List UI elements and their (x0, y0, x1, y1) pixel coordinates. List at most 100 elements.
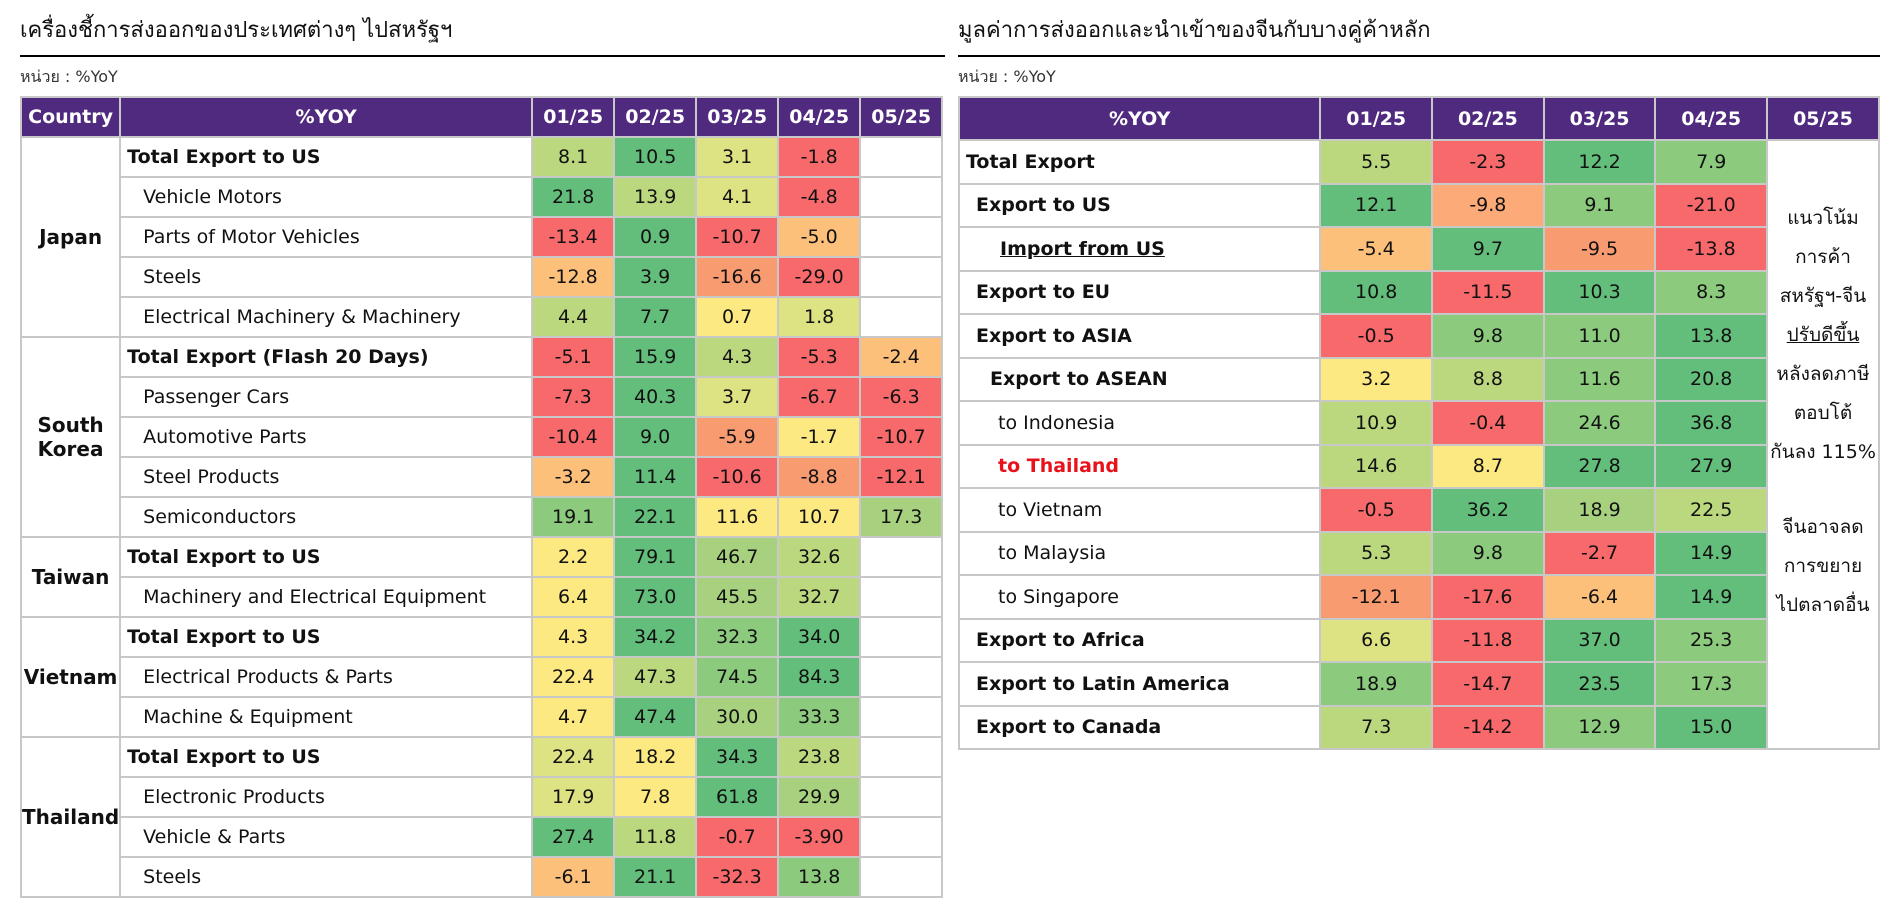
value-cell: 12.2 (1542, 139, 1657, 185)
table-row: Steels -12.8 3.9 -16.6 -29.0 (21, 256, 944, 298)
row-label: Total Export to US (119, 616, 534, 658)
value-cell: -5.9 (695, 416, 780, 458)
table-row: Thailand Total Export to US 22.4 18.2 34.3 23… (19, 736, 944, 898)
value-cell (859, 696, 944, 738)
value-cell: -9.5 (1542, 226, 1657, 272)
row-label: Electrical Products & Parts (119, 656, 534, 698)
value-cell: 29.9 (777, 776, 862, 818)
value-cell: 19.1 (531, 496, 616, 538)
value-cell: 6.4 (531, 576, 616, 618)
value-cell: -1.8 (777, 136, 862, 178)
value-cell: -13.8 (1654, 226, 1768, 272)
right-panel: มูลค่าการส่งออกและนำเข้าของจีนกับบางคู่ค… (957, 8, 1880, 750)
value-cell: -2.7 (1542, 530, 1657, 576)
value-cell: 22.4 (531, 736, 616, 778)
value-cell (859, 616, 944, 658)
note-line: จีนอาจลด (1782, 516, 1864, 538)
table-row: Export to Canada 7.3 -14.2 12.9 15.0 (957, 704, 1879, 750)
value-cell: 32.3 (695, 616, 780, 658)
country-cell: Taiwan (19, 536, 122, 618)
header-month-02: 02/25 (613, 96, 698, 138)
table-row: Total Export 5.5 -2.3 12.2 7.9 แนวโน้ม การค้าส… (957, 139, 1880, 750)
value-cell: 4.4 (531, 296, 616, 338)
value-cell: -21.0 (1654, 182, 1768, 228)
table-row: to Indonesia 10.9 -0.4 24.6 36.8 (957, 400, 1879, 446)
table-row: Machinery and Electrical Equipment 6.4 73.… (21, 576, 944, 618)
row-label-text: Total Export (966, 150, 1095, 173)
value-cell: 8.1 (531, 136, 616, 178)
row-label: Electrical Machinery & Machinery (119, 296, 534, 338)
value-cell: 7.9 (1654, 139, 1768, 185)
value-cell: 47.3 (613, 656, 698, 698)
value-cell: 45.5 (695, 576, 780, 618)
value-cell: 24.6 (1542, 400, 1657, 446)
row-label: Total Export (Flash 20 Days) (119, 336, 534, 378)
table-row: Export to Africa 6.6 -11.8 37.0 25.3 (957, 617, 1879, 663)
value-cell: -12.1 (1319, 574, 1434, 620)
left-header-row: Country %YOY 01/25 02/25 03/25 04/25 05/… (19, 96, 944, 138)
value-cell: -6.1 (531, 856, 616, 898)
value-cell: 36.8 (1654, 400, 1768, 446)
table-row: Steel Products -3.2 11.4 -10.6 -8.8 -12.1 (21, 456, 944, 498)
value-cell: 46.7 (695, 536, 780, 578)
value-cell: 4.3 (531, 616, 616, 658)
row-label-text: Import from US (1000, 237, 1165, 260)
value-cell: 40.3 (613, 376, 698, 418)
row-label: to Singapore (957, 574, 1322, 620)
value-cell (859, 576, 944, 618)
right-table-body: Total Export 5.5 -2.3 12.2 7.9 แนวโน้ม การค้าส… (957, 139, 1880, 750)
value-cell: 18.9 (1319, 661, 1434, 707)
table-row: Vehicle Motors 21.8 13.9 4.1 -4.8 (21, 176, 944, 218)
table-row: Electronic Products 17.9 7.8 61.8 29.9 (21, 776, 944, 818)
value-cell (859, 856, 944, 898)
value-cell (859, 176, 944, 218)
value-cell: 34.3 (695, 736, 780, 778)
value-cell (859, 296, 944, 338)
row-label: Total Export to US (119, 736, 534, 778)
row-label: Semiconductors (119, 496, 534, 538)
value-cell: -14.2 (1431, 704, 1545, 750)
value-cell: 3.7 (695, 376, 780, 418)
table-row: Passenger Cars -7.3 40.3 3.7 -6.7 -6.3 (21, 376, 944, 418)
country-cell: Japan (19, 136, 122, 338)
value-cell: -10.7 (695, 216, 780, 258)
value-cell: 3.1 (695, 136, 780, 178)
value-cell: -4.8 (777, 176, 862, 218)
value-cell: 9.8 (1431, 530, 1545, 576)
table-row: to Malaysia 5.3 9.8 -2.7 14.9 (957, 530, 1879, 576)
value-cell: 11.6 (695, 496, 780, 538)
value-cell: -10.4 (531, 416, 616, 458)
value-cell: 4.7 (531, 696, 616, 738)
value-cell: 10.8 (1319, 269, 1434, 315)
table-row: Japan Total Export to US 8.1 10.5 3.1 -1.8 (19, 136, 944, 338)
row-label: Steel Products (119, 456, 534, 498)
value-cell: 9.1 (1542, 182, 1657, 228)
value-cell: 15.9 (613, 336, 698, 378)
value-cell: 37.0 (1542, 617, 1657, 663)
value-cell (859, 136, 944, 178)
value-cell: 25.3 (1654, 617, 1768, 663)
value-cell: 8.7 (1431, 443, 1545, 489)
value-cell: -29.0 (777, 256, 862, 298)
value-cell: 7.8 (613, 776, 698, 818)
value-cell: 34.2 (613, 616, 698, 658)
header-month-01: 01/25 (531, 96, 616, 138)
header-month-03: 03/25 (695, 96, 780, 138)
value-cell: 74.5 (695, 656, 780, 698)
value-cell: 3.9 (613, 256, 698, 298)
value-cell: 23.8 (777, 736, 862, 778)
value-cell: 14.6 (1319, 443, 1434, 489)
row-label: Vehicle Motors (119, 176, 534, 218)
note-line: แนวโน้ม (1787, 207, 1859, 229)
row-label-text: to Singapore (998, 585, 1119, 608)
value-cell: -32.3 (695, 856, 780, 898)
value-cell: -6.3 (859, 376, 944, 418)
row-label: Total Export (957, 139, 1322, 185)
row-label: Total Export to US (119, 136, 534, 178)
row-label: Vehicle & Parts (119, 816, 534, 858)
value-cell (859, 256, 944, 298)
value-cell: -5.0 (777, 216, 862, 258)
table-row: Export to ASEAN 3.2 8.8 11.6 20.8 (957, 356, 1879, 402)
left-table: Country %YOY 01/25 02/25 03/25 04/25 05/… (19, 96, 944, 898)
row-label: Steels (119, 256, 534, 298)
